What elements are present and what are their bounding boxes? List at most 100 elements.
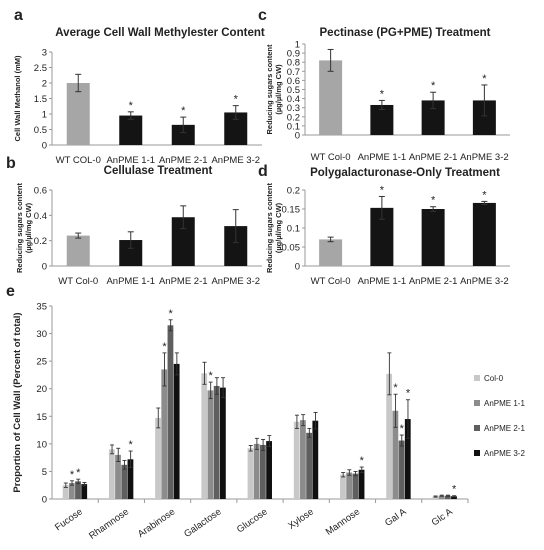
significance-star: * xyxy=(181,105,186,117)
x-tick-label: AnPME 2-1 xyxy=(409,276,458,287)
x-tick-label: AnPME 2-1 xyxy=(409,152,458,163)
bar xyxy=(119,240,143,266)
y-tick-label: 0.2 xyxy=(287,186,300,197)
bar xyxy=(370,207,394,266)
significance-star: * xyxy=(129,100,134,112)
x-tick-label: AnPME 3-2 xyxy=(211,155,260,166)
chart-title: Cellulase Treatment xyxy=(104,165,213,177)
bar xyxy=(224,226,248,266)
y-tick-label: 0.5 xyxy=(287,85,300,96)
y-tick-label: 15 xyxy=(36,412,47,423)
y-tick-label: 1 xyxy=(295,40,300,51)
chart-title: Polygalacturonase-Only Treatment xyxy=(310,167,500,179)
y-tick-label: 25 xyxy=(36,357,47,368)
y-tick-label: 35 xyxy=(36,302,47,313)
bar xyxy=(161,369,168,499)
y-axis-label-line2: (µg/µl/mg CW) xyxy=(24,202,33,253)
significance-star: * xyxy=(70,469,75,481)
y-axis-label-line2: (µg/µl/mg CW) xyxy=(274,202,283,253)
chart-title: Pectinase (PG+PME) Treatment xyxy=(320,27,491,39)
x-tick-label: WT Col-0 xyxy=(311,152,351,163)
bar xyxy=(66,83,90,145)
y-tick-label: 0.8 xyxy=(287,58,300,69)
legend-swatch xyxy=(474,375,480,381)
significance-star: * xyxy=(169,308,174,320)
x-tick-label: WT Col-0 xyxy=(311,276,351,287)
y-tick-label: 2 xyxy=(42,79,47,90)
bar xyxy=(306,432,313,499)
panel-b-letter: b xyxy=(6,155,16,172)
y-tick-label: 3 xyxy=(42,48,47,59)
x-tick-label: Galactose xyxy=(182,506,223,540)
y-tick-label: 0.1 xyxy=(287,224,300,235)
bar xyxy=(346,472,353,499)
bar xyxy=(421,100,445,135)
bar xyxy=(472,100,496,135)
bar xyxy=(260,444,266,499)
y-tick-label: 0.5 xyxy=(34,125,47,136)
significance-star: * xyxy=(393,382,398,394)
x-tick-label: Mannose xyxy=(324,506,362,537)
significance-star: * xyxy=(162,341,167,353)
x-tick-label: Glc A xyxy=(430,506,455,528)
bar xyxy=(253,443,260,499)
x-tick-label: AnPME 2-1 xyxy=(159,155,208,166)
y-tick-label: 0.3 xyxy=(287,103,300,114)
bar xyxy=(358,469,365,499)
panel-d-letter: d xyxy=(258,163,268,180)
bar xyxy=(224,112,248,145)
chart-panel-e: Proportion of Cell Wall (Percent of tota… xyxy=(12,302,525,542)
bar xyxy=(247,448,254,499)
bar xyxy=(266,441,272,499)
significance-star: * xyxy=(360,455,365,467)
bar xyxy=(62,485,69,499)
bar xyxy=(421,209,445,266)
legend-swatch xyxy=(474,400,480,406)
bar xyxy=(404,419,411,499)
y-tick-label: 0.7 xyxy=(287,67,300,78)
significance-star: * xyxy=(380,88,385,100)
chart-panel-d: Polygalacturonase-Only Treatment Reducing… xyxy=(265,167,510,287)
y-tick-label: 0.6 xyxy=(287,76,300,87)
x-tick-label: AnPME 3-2 xyxy=(211,276,260,287)
panel-a-letter: a xyxy=(14,7,23,24)
y-tick-label: 0 xyxy=(295,262,300,273)
bar xyxy=(319,239,343,266)
y-tick-label: 0.4 xyxy=(287,94,300,105)
x-tick-label: AnPME 2-1 xyxy=(159,276,208,287)
legend-swatch xyxy=(474,450,480,456)
y-tick-label: 30 xyxy=(36,329,47,340)
significance-star: * xyxy=(431,80,436,92)
bar xyxy=(68,483,75,499)
y-tick-label: 20 xyxy=(36,384,47,395)
bar xyxy=(340,474,346,499)
bar xyxy=(370,104,394,135)
y-tick-label: 5 xyxy=(42,467,47,478)
x-tick-label: Arabinose xyxy=(136,506,177,540)
significance-star: * xyxy=(482,189,487,201)
y-tick-label: 0.9 xyxy=(287,49,300,60)
bar xyxy=(319,60,343,135)
y-tick-label: 0.1 xyxy=(287,121,300,132)
bar xyxy=(219,387,226,499)
y-tick-label: 0.2 xyxy=(287,112,300,123)
bar xyxy=(398,440,405,499)
bar xyxy=(81,484,88,499)
legend-label: AnPME 2-1 xyxy=(484,424,525,433)
x-tick-label: AnPME 1-1 xyxy=(358,152,407,163)
x-tick-label: WT Col-0 xyxy=(58,276,98,287)
y-tick-label: 0.15 xyxy=(282,205,301,216)
bar xyxy=(66,235,90,266)
bar xyxy=(171,124,195,145)
significance-star: * xyxy=(128,439,133,451)
x-tick-label: AnPME 3-2 xyxy=(460,276,509,287)
chart-panel-a: Average Cell Wall Methylester Content Cel… xyxy=(13,27,265,166)
significance-star: * xyxy=(209,370,214,382)
x-tick-label: Gal A xyxy=(383,506,409,529)
chart-panel-b: Cellulase Treatment Reducing sugars conte… xyxy=(15,165,262,287)
y-tick-label: 0 xyxy=(295,131,300,142)
y-axis-label-line2: (µg/µl/mg CW) xyxy=(274,64,283,115)
significance-star: * xyxy=(234,94,239,106)
y-tick-label: 0.4 xyxy=(34,211,47,222)
bar xyxy=(167,325,174,499)
